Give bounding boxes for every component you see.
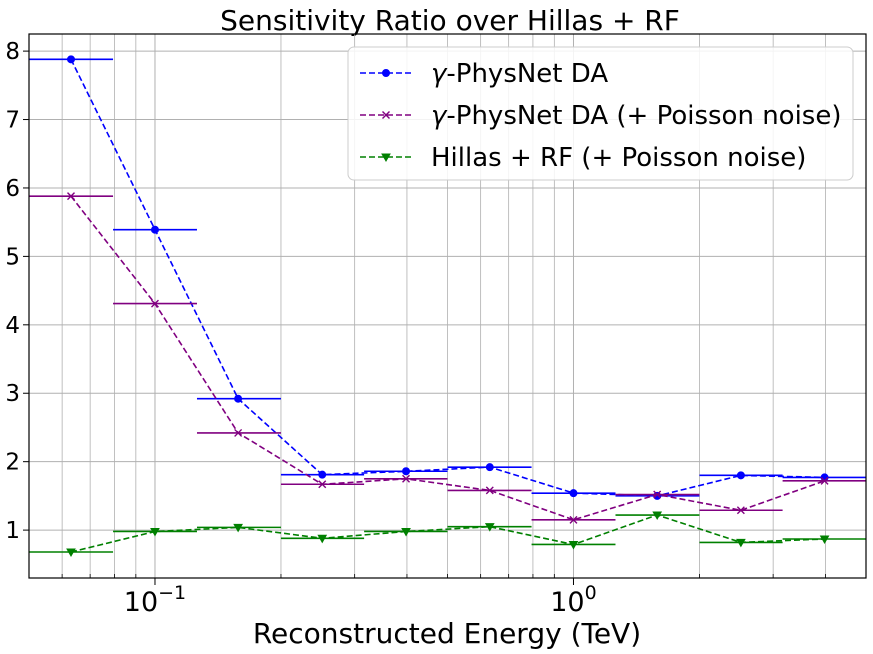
- legend-box: [347, 46, 854, 181]
- x-marker-stroke: [318, 480, 327, 489]
- x-marker-stroke: [67, 192, 76, 201]
- legend-label: γ-PhysNet DA (+ Poisson noise): [431, 101, 842, 131]
- data-point: [652, 511, 663, 521]
- data-point: [401, 527, 411, 537]
- data-point: [484, 523, 495, 532]
- data-point: [653, 490, 662, 499]
- y-tick-label: 5: [5, 244, 20, 270]
- y-tick-label: 1: [5, 518, 20, 544]
- data-point: [150, 299, 159, 308]
- x-marker-stroke: [402, 474, 411, 483]
- chart-title: Sensitivity Ratio over Hillas + RF: [220, 4, 680, 37]
- legend-entry: γ-PhysNet DA (+ Poisson noise): [360, 101, 842, 131]
- data-point: [66, 548, 76, 558]
- x-marker-stroke: [653, 490, 662, 499]
- data-point: [234, 394, 243, 403]
- data-point: [67, 192, 76, 201]
- y-tick-label: 3: [5, 381, 20, 407]
- data-point: [736, 471, 745, 480]
- data-point: [402, 474, 411, 483]
- data-point: [485, 486, 494, 495]
- x-marker-stroke: [234, 428, 243, 437]
- axis-ticks: 10−1 100 1 2 3 4 5 6 7 8: [5, 39, 826, 618]
- data-point: [67, 55, 76, 64]
- data-point: [317, 534, 328, 544]
- y-tick-label: 2: [5, 450, 20, 476]
- plot-series: [29, 55, 866, 558]
- legend-label: γ-PhysNet DA: [431, 59, 608, 89]
- series-line: [70, 195, 825, 521]
- data-point: [820, 476, 829, 485]
- legend-label: Hillas + RF (+ Poisson noise): [431, 143, 806, 173]
- data-point: [318, 470, 327, 479]
- data-point: [234, 428, 243, 437]
- x-marker-stroke: [382, 111, 390, 119]
- y-tick-label: 4: [5, 313, 20, 339]
- series-1: [29, 192, 866, 524]
- y-tick-label: 6: [5, 176, 20, 202]
- legend-entry: Hillas + RF (+ Poisson noise): [360, 143, 806, 173]
- data-point: [233, 523, 243, 533]
- data-point: [402, 467, 411, 476]
- x-marker-stroke: [485, 486, 494, 495]
- x-axis-label: Reconstructed Energy (TeV): [253, 617, 641, 650]
- data-point: [569, 515, 578, 524]
- x-marker-stroke: [569, 515, 578, 524]
- data-point: [736, 506, 745, 515]
- data-point: [736, 538, 746, 548]
- series-line: [70, 514, 825, 553]
- data-point: [318, 480, 327, 489]
- data-point: [569, 489, 578, 498]
- data-point: [150, 225, 159, 234]
- data-point: [568, 540, 579, 550]
- data-point: [150, 527, 160, 537]
- y-tick-label: 8: [5, 39, 20, 65]
- series-0: [29, 55, 866, 500]
- y-tick-label: 7: [5, 108, 20, 134]
- legend-marker: [381, 153, 391, 163]
- x-marker-stroke: [150, 299, 159, 308]
- series-line: [70, 58, 825, 497]
- legend-marker: [382, 69, 390, 77]
- data-point: [819, 535, 830, 545]
- x-marker-stroke: [736, 506, 745, 515]
- x-marker-stroke: [820, 476, 829, 485]
- series-2: [29, 511, 866, 558]
- data-point: [485, 463, 494, 472]
- x-tick-label: 100: [550, 582, 596, 618]
- legend-marker: [382, 111, 390, 119]
- legend-entry: γ-PhysNet DA: [360, 59, 608, 89]
- legend: γ-PhysNet DA γ-PhysNet DA (+ Poisson nois…: [347, 46, 854, 181]
- x-tick-label: 10−1: [124, 582, 186, 618]
